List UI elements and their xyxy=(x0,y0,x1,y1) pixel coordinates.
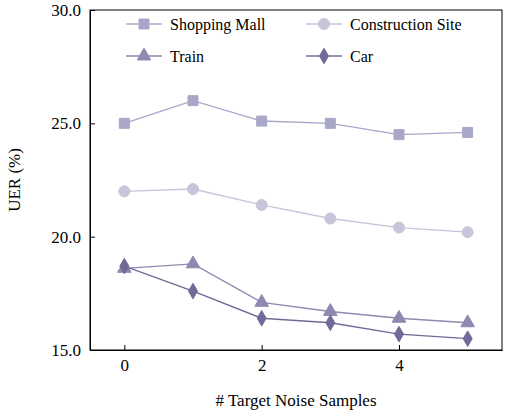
series-marker xyxy=(119,118,129,128)
series-line xyxy=(124,266,467,339)
y-tick: 20.0 xyxy=(51,228,95,247)
legend-label: Train xyxy=(170,48,204,65)
series-marker xyxy=(189,283,198,299)
x-tick: 2 xyxy=(258,345,267,375)
series-marker xyxy=(394,130,404,140)
chart: 0 2 4 15.0 20.0 25.0 30.0 Shopping Mall Construc… xyxy=(0,0,510,416)
series-marker xyxy=(255,295,269,307)
series-marker xyxy=(462,227,473,238)
series-marker xyxy=(257,116,267,126)
x-tick: 0 xyxy=(121,345,130,375)
legend-marker xyxy=(139,19,149,29)
series xyxy=(118,256,475,327)
y-tick-mark xyxy=(90,10,95,11)
series-marker xyxy=(188,184,199,195)
x-tick-label: 0 xyxy=(121,356,130,375)
y-tick-mark xyxy=(90,350,95,351)
series-marker xyxy=(257,310,266,326)
x-tick-mark xyxy=(262,345,263,350)
y-axis-label: UER (%) xyxy=(5,148,24,212)
series-marker xyxy=(186,256,200,268)
series-marker xyxy=(463,331,472,347)
legend-marker xyxy=(137,48,151,60)
series xyxy=(119,184,473,238)
x-tick-mark xyxy=(399,345,400,350)
series-marker xyxy=(326,315,335,331)
x-tick: 4 xyxy=(395,345,404,375)
legend-item: Construction Site xyxy=(306,16,462,33)
x-axis-line xyxy=(91,350,503,351)
y-tick-label: 20.0 xyxy=(51,228,81,247)
plot-frame xyxy=(90,10,502,350)
legend-item: Train xyxy=(126,48,204,65)
x-tick-label: 4 xyxy=(395,356,404,375)
series-marker xyxy=(188,96,198,106)
y-tick-label: 30.0 xyxy=(51,1,81,20)
legend-label: Shopping Mall xyxy=(170,16,266,34)
legend-label: Construction Site xyxy=(350,16,462,33)
series-group xyxy=(118,96,475,347)
series-line xyxy=(124,264,467,323)
plot: 0 2 4 15.0 20.0 25.0 30.0 Shopping Mall Construc… xyxy=(51,1,502,375)
series-marker xyxy=(325,118,335,128)
legend-label: Car xyxy=(350,48,374,65)
y-tick-label: 15.0 xyxy=(51,341,81,360)
legend-item: Shopping Mall xyxy=(126,16,266,34)
x-tick-mark xyxy=(124,345,125,350)
series-marker xyxy=(394,222,405,233)
series-marker xyxy=(324,304,338,316)
legend: Shopping Mall Construction Site Train Car xyxy=(126,16,462,65)
legend-marker xyxy=(319,19,330,30)
series-marker xyxy=(395,326,404,342)
series xyxy=(119,96,472,140)
legend-marker xyxy=(320,48,329,64)
y-tick-mark xyxy=(90,123,95,124)
series-marker xyxy=(325,213,336,224)
series-marker xyxy=(120,258,129,274)
series-marker xyxy=(256,199,267,210)
y-axis: 15.0 20.0 25.0 30.0 xyxy=(51,1,95,360)
y-tick: 25.0 xyxy=(51,114,95,133)
x-axis: 0 2 4 xyxy=(91,345,503,375)
legend-item: Car xyxy=(306,48,374,65)
series-line xyxy=(124,189,467,232)
series xyxy=(120,258,472,346)
y-tick: 30.0 xyxy=(51,1,95,20)
series-marker xyxy=(392,310,406,322)
x-tick-label: 2 xyxy=(258,356,267,375)
x-axis-label: # Target Noise Samples xyxy=(215,391,376,410)
series-line xyxy=(124,101,467,135)
series-marker xyxy=(461,315,475,327)
series-marker xyxy=(463,127,473,137)
series-marker xyxy=(119,186,130,197)
y-tick-mark xyxy=(90,237,95,238)
y-tick: 15.0 xyxy=(51,341,95,360)
y-tick-label: 25.0 xyxy=(51,114,81,133)
y-axis-line xyxy=(90,11,91,351)
